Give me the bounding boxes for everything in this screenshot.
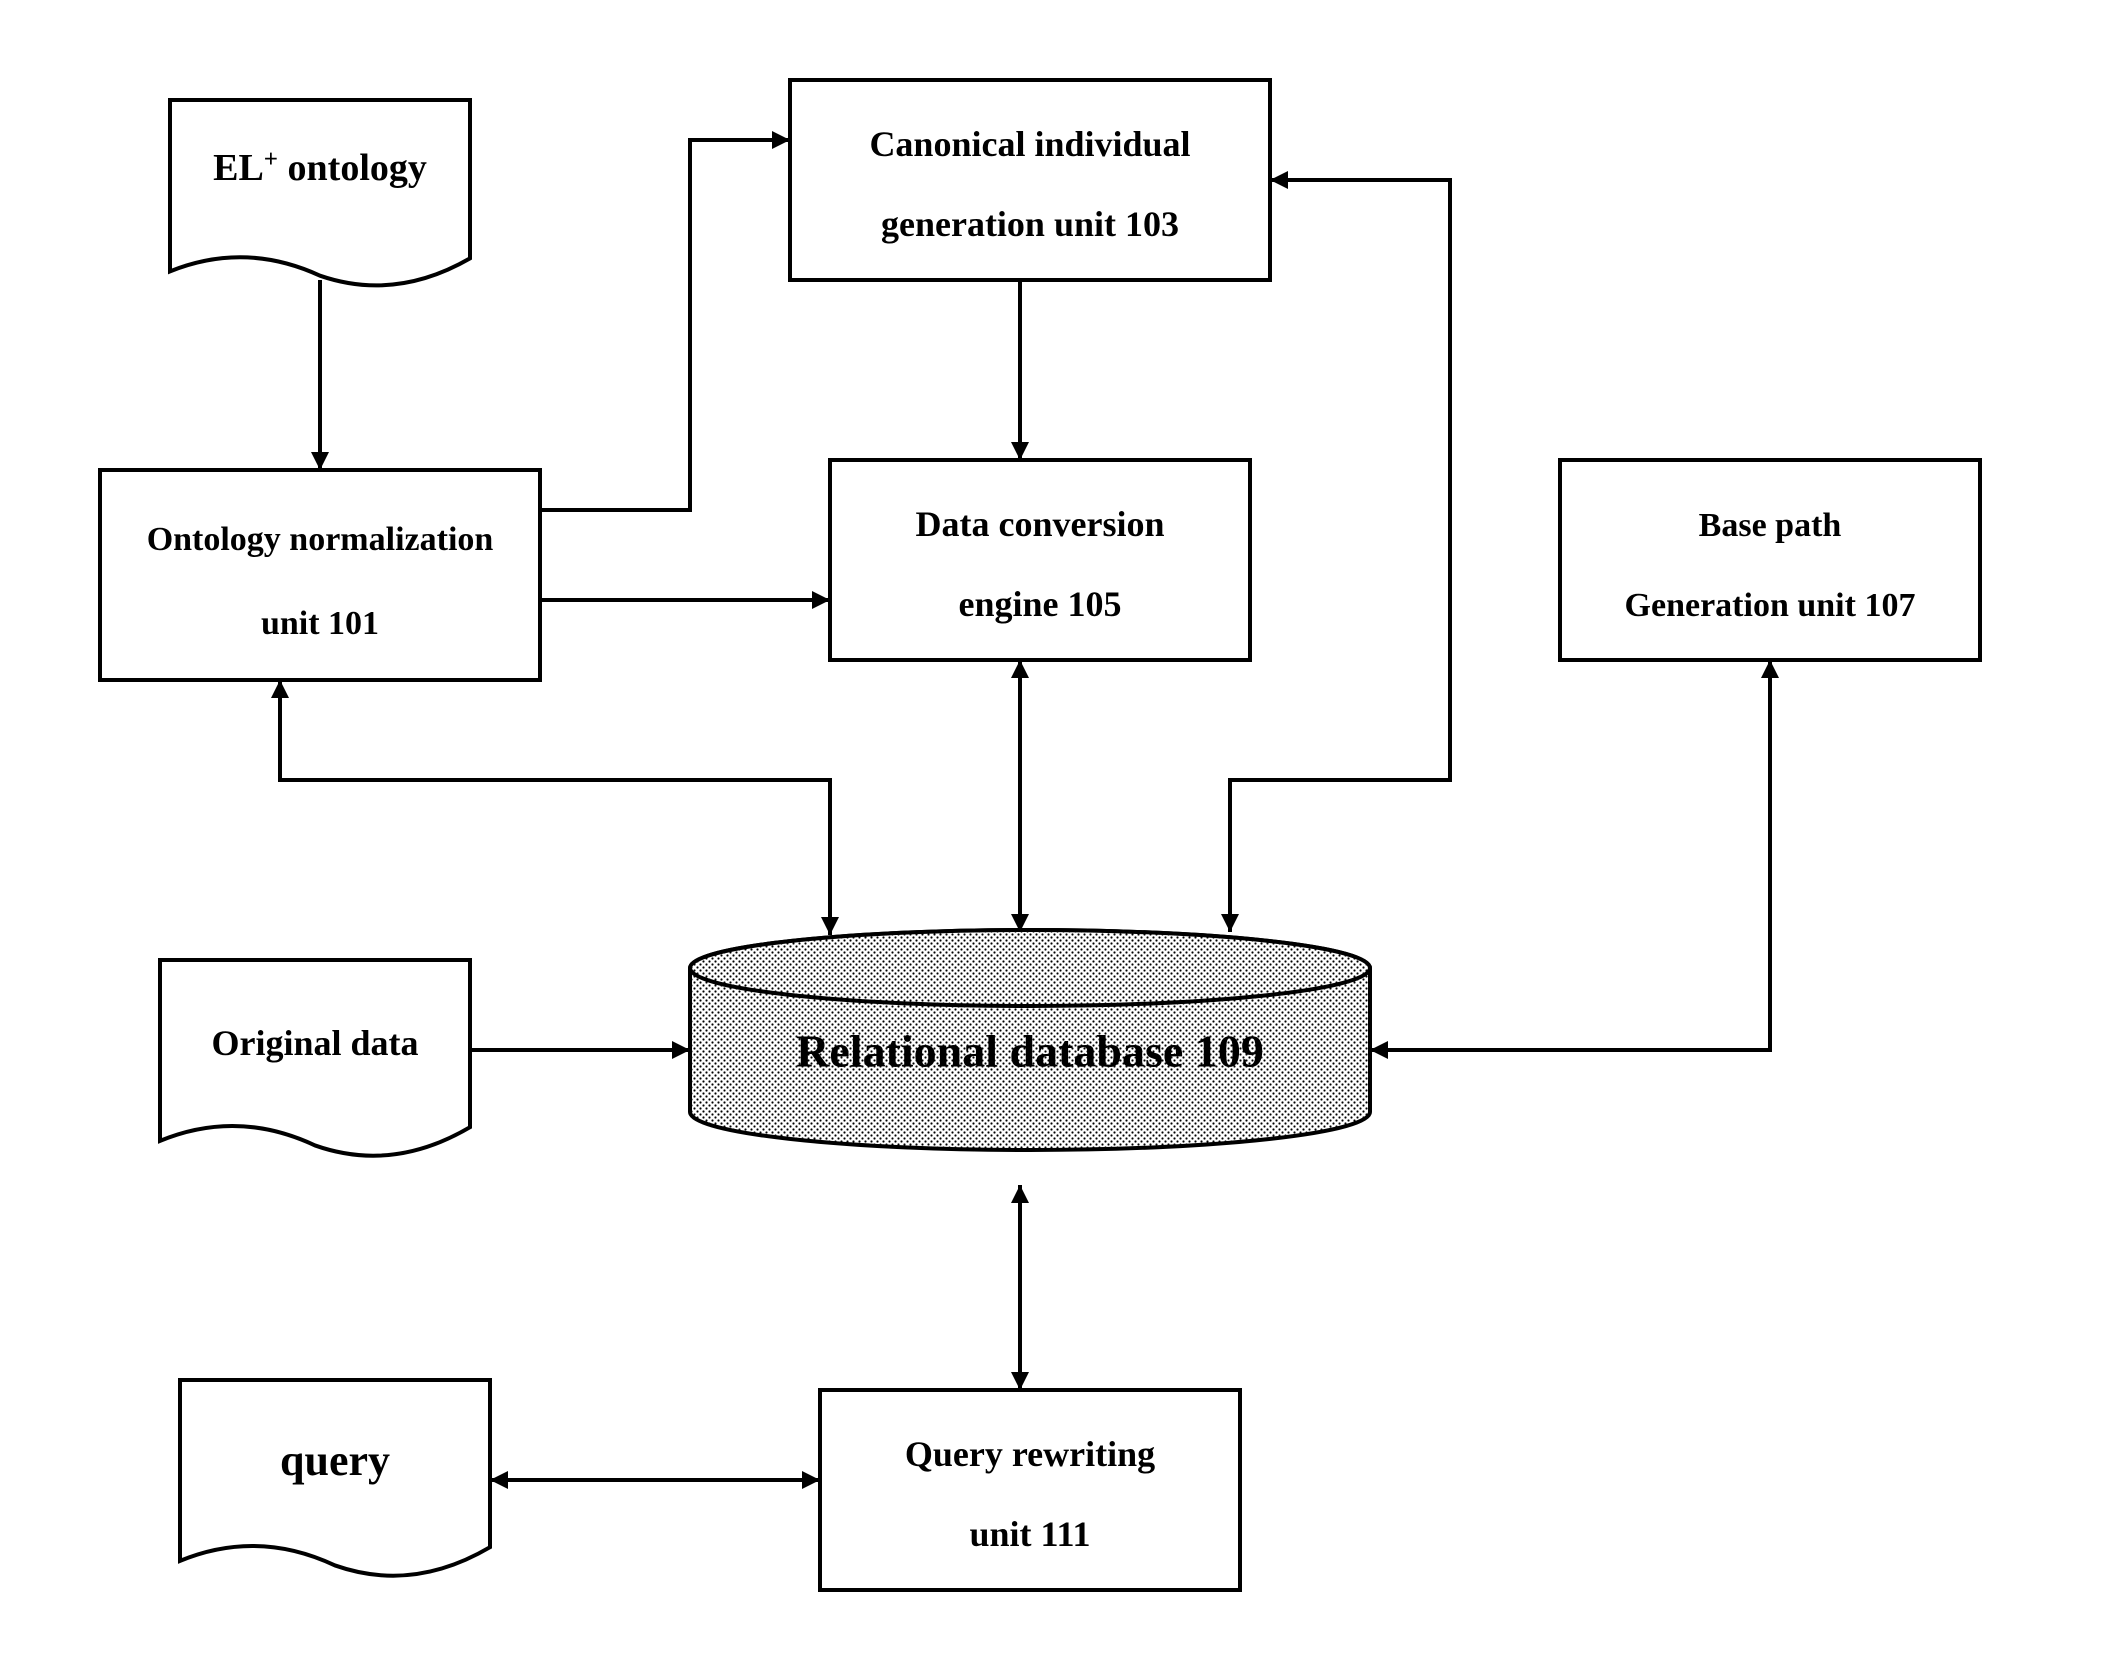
node-el_ontology: EL+ ontology	[170, 100, 470, 285]
edge-e7	[1230, 180, 1450, 932]
node-query_rewrite-line2: unit 111	[969, 1514, 1090, 1554]
node-original_data: Original data	[160, 960, 470, 1156]
node-base_path-line2: Generation unit 107	[1625, 587, 1916, 624]
node-base_path-line1: Base path	[1699, 507, 1842, 544]
node-ontology_norm-line2: unit 101	[261, 605, 379, 642]
node-database-label: Relational database 109	[796, 1025, 1264, 1076]
node-query_rewrite-line1: Query rewriting	[905, 1434, 1155, 1474]
node-query_rewrite: Query rewriting unit 111	[820, 1390, 1240, 1590]
node-data_conv: Data conversion engine 105	[830, 460, 1250, 660]
node-query: query	[180, 1380, 490, 1576]
node-database: Relational database 109	[690, 930, 1370, 1150]
node-query-label: query	[280, 1436, 390, 1485]
flowchart-diagram: EL+ ontology Ontology normalization unit 1…	[0, 0, 2106, 1656]
edge-e6	[280, 680, 830, 935]
node-canonical: Canonical individual generation unit 103	[790, 80, 1270, 280]
node-ontology_norm: Ontology normalization unit 101	[100, 470, 540, 680]
edge-e2	[540, 140, 790, 510]
node-canonical-line2: generation unit 103	[881, 204, 1179, 244]
node-ontology_norm-line1: Ontology normalization	[147, 521, 494, 558]
node-el_ontology-label: EL+ ontology	[213, 146, 427, 190]
node-base_path: Base path Generation unit 107	[1560, 460, 1980, 660]
node-original_data-label: Original data	[211, 1023, 418, 1063]
node-data_conv-line2: engine 105	[958, 584, 1121, 624]
node-canonical-line1: Canonical individual	[869, 124, 1190, 164]
edge-e8	[1370, 660, 1770, 1050]
node-data_conv-line1: Data conversion	[916, 504, 1165, 544]
